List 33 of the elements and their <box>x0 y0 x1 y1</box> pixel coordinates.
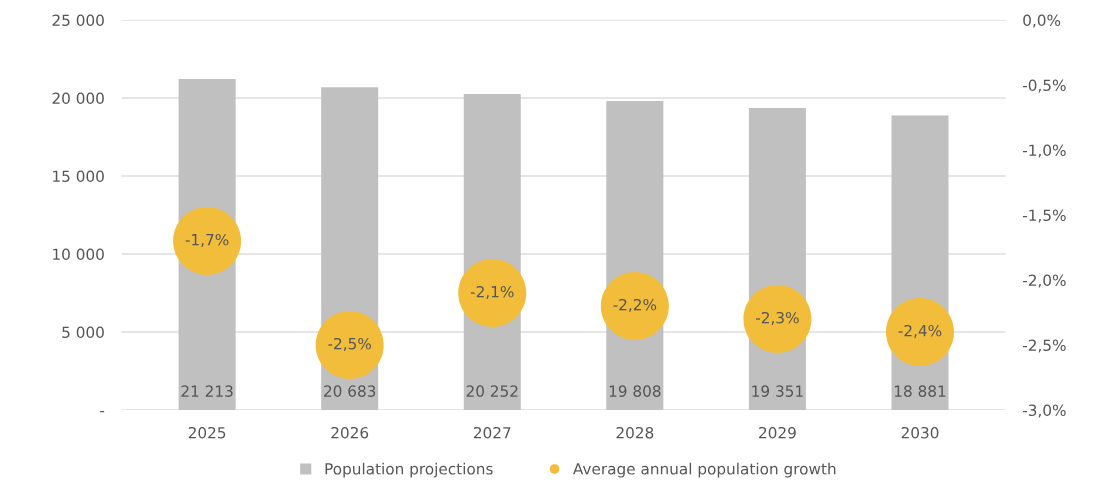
legend-label: Average annual population growth <box>572 462 836 478</box>
data-label: 19 351 <box>752 385 803 397</box>
data-label: 19 808 <box>609 385 661 397</box>
data-label: -2,2% <box>613 298 657 312</box>
x-tick-label: 2025 <box>188 426 226 439</box>
y2-tick-label: -1,0% <box>1022 144 1066 158</box>
y-tick-label: 20 000 <box>52 92 104 105</box>
data-label: 20 252 <box>466 385 518 397</box>
legend-label: Population projections <box>325 462 493 478</box>
y2-tick-label: -3,0% <box>1022 404 1066 418</box>
data-label: 21 213 <box>181 385 233 397</box>
x-tick-label: 2026 <box>331 426 369 439</box>
y2-tick-label: 0,0% <box>1023 14 1061 28</box>
y2-tick-label: -2,0% <box>1022 274 1066 288</box>
x-tick-label: 2029 <box>759 426 796 439</box>
x-tick-label: 2030 <box>901 426 939 439</box>
data-label: -2,1% <box>470 285 514 299</box>
y-tick-label: 5 000 <box>62 326 104 339</box>
x-tick-label: 2027 <box>473 426 511 439</box>
data-label: -2,3% <box>756 311 799 325</box>
y-tick-label: 10 000 <box>53 248 104 261</box>
x-tick-label: 2028 <box>616 426 654 439</box>
y-tick-label: - <box>100 411 105 413</box>
y-tick-label: 15 000 <box>53 170 104 183</box>
y2-tick-label: -2,5% <box>1022 339 1066 353</box>
y2-tick-label: -1,5% <box>1022 209 1066 223</box>
data-label: 18 881 <box>894 385 946 397</box>
data-label: -1,7% <box>185 233 229 247</box>
y2-tick-label: -0,5% <box>1022 79 1066 93</box>
data-label: -2,5% <box>328 337 371 351</box>
data-label: -2,4% <box>898 324 942 338</box>
data-label: 20 683 <box>324 385 376 397</box>
y-tick-label: 25 000 <box>52 14 104 27</box>
